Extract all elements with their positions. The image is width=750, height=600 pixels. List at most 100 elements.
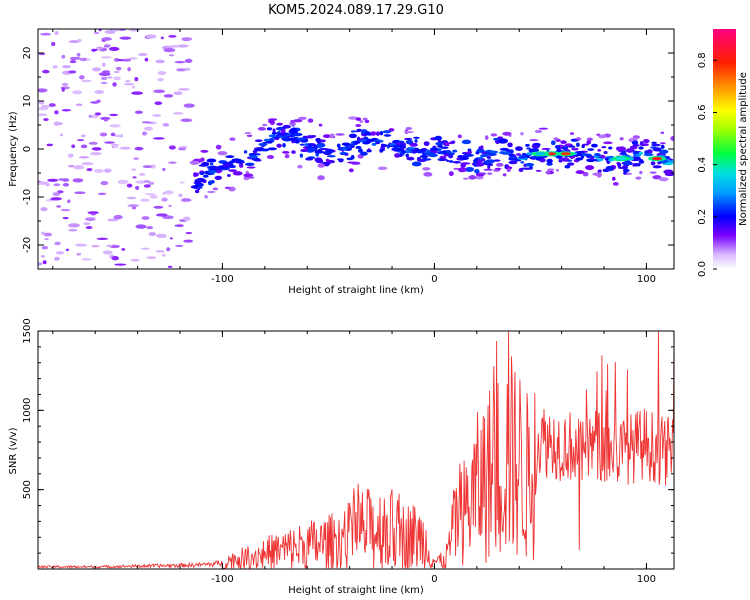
noise-blob bbox=[68, 40, 81, 44]
signal-blob bbox=[405, 126, 413, 130]
noise-blob bbox=[131, 168, 137, 171]
noise-blob bbox=[68, 164, 75, 168]
noise-blob bbox=[91, 244, 100, 248]
signal-blob bbox=[422, 158, 432, 161]
core-blob bbox=[664, 162, 674, 166]
noise-blob bbox=[128, 57, 138, 60]
noise-blob bbox=[104, 45, 110, 48]
noise-blob bbox=[174, 224, 184, 227]
noise-blob bbox=[138, 172, 146, 177]
core-blob bbox=[278, 132, 288, 136]
colorbar-tick-label: 0.6 bbox=[697, 105, 708, 121]
noise-blob bbox=[117, 179, 129, 185]
signal-blob bbox=[197, 186, 203, 189]
core-blob bbox=[222, 162, 232, 166]
noise-blob bbox=[161, 197, 168, 202]
noise-blob bbox=[146, 256, 157, 259]
signal-blob bbox=[350, 155, 355, 160]
noise-blob bbox=[56, 205, 62, 208]
signal-blob bbox=[408, 157, 414, 161]
signal-blob bbox=[200, 149, 209, 153]
noise-blob bbox=[78, 156, 90, 159]
noise-blob bbox=[127, 66, 132, 72]
signal-blob bbox=[315, 158, 324, 164]
core-blob bbox=[401, 150, 408, 154]
noise-blob bbox=[101, 62, 106, 67]
core-blob bbox=[353, 140, 361, 144]
core-blob bbox=[405, 150, 413, 154]
noise-blob bbox=[54, 31, 59, 36]
peak-point bbox=[560, 152, 571, 156]
noise-blob bbox=[130, 258, 140, 262]
core-blob bbox=[254, 147, 264, 151]
signal-blob bbox=[254, 139, 263, 143]
signal-blob bbox=[632, 150, 638, 155]
signal-blob bbox=[516, 153, 522, 156]
noise-blob bbox=[93, 168, 104, 173]
signal-blob bbox=[638, 146, 644, 150]
signal-blob bbox=[348, 133, 357, 139]
signal-blob bbox=[377, 166, 388, 171]
y-tick-label: -10 bbox=[22, 189, 33, 205]
signal-blob bbox=[495, 162, 504, 167]
noise-blob bbox=[185, 231, 193, 235]
signal-blob bbox=[290, 127, 298, 132]
signal-blob bbox=[484, 135, 489, 140]
signal-blob bbox=[650, 161, 656, 166]
signal-blob bbox=[262, 123, 268, 127]
signal-blob bbox=[298, 116, 307, 120]
core-blob bbox=[294, 140, 300, 144]
core-blob bbox=[271, 131, 277, 135]
figure-title: KOM5.2024.089.17.29.G10 bbox=[268, 3, 444, 18]
core-blob bbox=[429, 147, 439, 151]
signal-blob bbox=[555, 169, 560, 172]
signal-blob bbox=[564, 164, 571, 169]
noise-blob bbox=[112, 82, 117, 87]
noise-blob bbox=[81, 134, 86, 138]
noise-blob bbox=[109, 124, 121, 128]
signal-blob bbox=[355, 145, 362, 150]
signal-blob bbox=[348, 168, 354, 173]
signal-blob bbox=[598, 154, 606, 159]
signal-blob bbox=[266, 127, 273, 131]
core-blob bbox=[457, 155, 464, 159]
signal-blob bbox=[623, 160, 633, 166]
noise-blob bbox=[68, 70, 77, 74]
noise-blob bbox=[178, 145, 188, 149]
core-blob bbox=[596, 158, 604, 162]
noise-blob bbox=[72, 178, 84, 183]
signal-blob bbox=[357, 148, 363, 153]
signal-blob bbox=[632, 162, 640, 166]
core-blob bbox=[604, 157, 609, 161]
signal-blob bbox=[404, 130, 414, 134]
noise-blob bbox=[100, 82, 108, 85]
signal-blob bbox=[651, 143, 661, 147]
peak-point bbox=[616, 157, 626, 161]
signal-blob bbox=[597, 148, 602, 152]
noise-blob bbox=[178, 193, 183, 198]
signal-blob bbox=[574, 137, 582, 140]
core-blob bbox=[452, 149, 458, 153]
signal-blob bbox=[200, 157, 205, 162]
noise-blob bbox=[86, 58, 91, 61]
noise-blob bbox=[81, 79, 92, 83]
signal-blob bbox=[529, 139, 539, 142]
signal-blob bbox=[341, 142, 351, 146]
noise-blob bbox=[99, 132, 108, 137]
noise-blob bbox=[106, 244, 113, 247]
noise-blob bbox=[44, 238, 49, 241]
noise-blob bbox=[132, 176, 137, 179]
noise-blob bbox=[96, 237, 109, 241]
snr-frame bbox=[37, 330, 675, 570]
signal-blob bbox=[468, 175, 477, 180]
noise-blob bbox=[134, 146, 144, 151]
noise-blob bbox=[157, 77, 164, 82]
noise-blob bbox=[69, 56, 82, 60]
signal-blob bbox=[411, 161, 422, 167]
signal-blob bbox=[448, 171, 454, 177]
noise-blob bbox=[90, 212, 96, 216]
noise-blob bbox=[38, 113, 48, 116]
signal-blob bbox=[576, 142, 580, 147]
noise-blob bbox=[42, 260, 47, 265]
noise-blob bbox=[145, 34, 157, 39]
